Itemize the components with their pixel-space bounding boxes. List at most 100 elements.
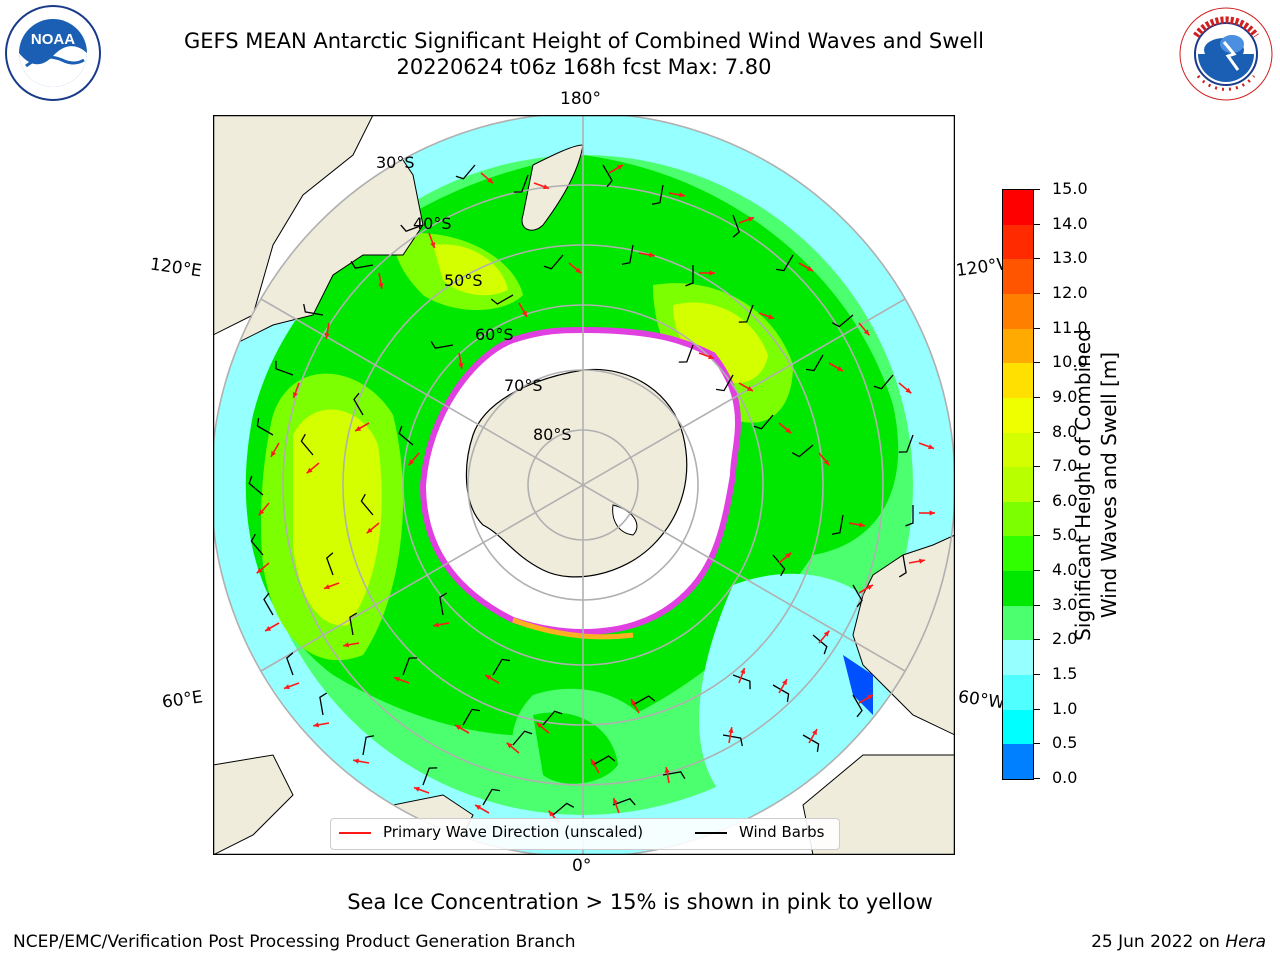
wind-barb	[772, 554, 786, 577]
wind-barb	[632, 695, 656, 706]
wave-arrow-head	[863, 329, 870, 336]
colorbar-tick-label: 10.0	[1052, 352, 1088, 372]
wave-arrow-head	[866, 585, 873, 590]
polar-map	[210, 112, 956, 858]
wind-barb	[542, 710, 563, 726]
wind-barb	[353, 392, 364, 416]
wave-arrow-head	[414, 786, 420, 792]
wind-barb	[422, 767, 438, 786]
wind-barb	[662, 771, 686, 780]
wind-barb	[852, 584, 863, 608]
wind-barb	[402, 657, 418, 676]
colorbar-segment	[1003, 224, 1033, 260]
footer-branch: NCEP/EMC/Verification Post Processing Pr…	[13, 932, 576, 952]
wind-barb	[753, 414, 774, 430]
colorbar-tick-mark	[1034, 500, 1040, 502]
nws-logo	[1176, 4, 1276, 104]
wind-barb	[543, 254, 564, 270]
wave-arrow-head	[455, 725, 462, 730]
chart-title: GEFS MEAN Antarctic Significant Height o…	[183, 29, 985, 53]
colorbar-segment	[1003, 675, 1033, 711]
colorbar-tick-mark	[1034, 362, 1040, 364]
wave-arrow-head	[616, 165, 623, 170]
wave-arrow-head	[366, 527, 373, 534]
wave-arrow-head	[324, 333, 330, 339]
footer-date: 25 Jun 2022 on Hera	[1091, 932, 1266, 952]
wind-barb	[455, 164, 476, 180]
wave-arrow-head	[649, 252, 655, 258]
wind-barb	[398, 425, 414, 446]
wave-arrow-head	[785, 552, 792, 559]
wave-arrow-head	[355, 426, 362, 431]
colorbar-tick-mark	[1034, 431, 1040, 433]
lon-label-120w: 120°W	[954, 254, 1004, 282]
wave-arrow-head	[475, 805, 482, 810]
wind-barbs	[248, 164, 914, 816]
colorbar-tick-label: 8.0	[1052, 421, 1078, 441]
wave-arrow-head	[836, 366, 843, 371]
colorbar-tick-label: 5.0	[1052, 525, 1078, 545]
lat-label-60s: 60°S	[475, 325, 514, 344]
wind-barb	[512, 730, 533, 746]
colorbar-tick-mark	[1034, 674, 1040, 676]
wave-arrow-head	[378, 283, 384, 289]
wave-arrow-head	[664, 767, 670, 773]
wind-barb	[716, 374, 734, 392]
chart-subtitle: 20220624 t06z 168h fcst Max: 7.80	[396, 55, 772, 79]
wind-barb	[738, 304, 754, 323]
wind-barb	[326, 552, 334, 576]
wind-barb	[873, 374, 894, 390]
wave-arrow-head	[548, 810, 555, 817]
wind-barb	[802, 734, 820, 752]
lat-label-50s: 50°S	[444, 271, 483, 290]
wind-barb	[722, 734, 743, 747]
wave-arrow-head	[575, 267, 582, 274]
wind-barb	[319, 692, 328, 716]
wind-barb	[898, 434, 914, 453]
wave-arrow-head	[543, 184, 549, 190]
wave-arrow-head	[746, 386, 753, 391]
wave-arrow-head	[929, 510, 935, 516]
wave-arrow-head	[487, 177, 494, 184]
colorbar-tick-label: 1.5	[1052, 664, 1078, 684]
wind-barb	[602, 164, 613, 188]
colorbar-segment	[1003, 709, 1033, 745]
colorbar-tick-mark	[1034, 189, 1040, 190]
colorbar-segment	[1003, 190, 1033, 226]
wind-barb	[492, 658, 510, 676]
wave-arrow-head	[905, 387, 912, 394]
colorbar-tick-label: 7.0	[1052, 456, 1078, 476]
wave-arrow-head	[708, 354, 714, 360]
wave-arrow-head	[353, 758, 359, 764]
wind-barb	[621, 244, 634, 265]
wind-barb	[400, 224, 424, 232]
wave-arrow-head	[806, 266, 813, 271]
wind-barb	[360, 493, 374, 516]
wind-barb	[812, 634, 828, 655]
wind-barb	[776, 254, 794, 272]
wind-barb	[592, 755, 616, 766]
wave-arrow-head	[823, 630, 830, 637]
wave-direction-arrows	[256, 164, 935, 824]
wave-arrow-head	[591, 759, 596, 766]
wind-barb	[905, 505, 914, 527]
wave-arrow-head	[306, 467, 313, 474]
wind-barb	[256, 418, 274, 436]
wave-arrow-head	[265, 626, 272, 631]
colorbar-tick-label: 15.0	[1052, 179, 1088, 198]
wind-barb	[852, 694, 863, 718]
wind-barb	[831, 514, 844, 535]
colorbar-tick-label: 1.0	[1052, 698, 1078, 718]
colorbar-segment	[1003, 605, 1033, 641]
wind-barb	[898, 554, 907, 578]
wave-arrow-head	[522, 310, 527, 317]
wave-arrow-head	[536, 722, 543, 729]
wind-barb	[248, 475, 264, 496]
wind-barb	[300, 433, 314, 456]
lat-label-30s: 30°S	[376, 153, 415, 172]
wave-arrow-head	[394, 676, 400, 682]
colorbar-tick-label: 11.0	[1052, 317, 1088, 337]
wind-barb	[806, 354, 824, 372]
lat-label-70s: 70°S	[504, 376, 543, 395]
wave-arrow-head	[458, 363, 464, 369]
